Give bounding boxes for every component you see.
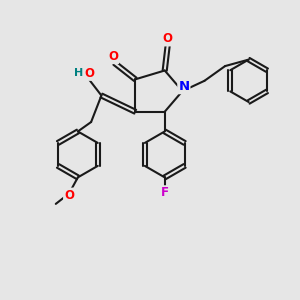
Text: O: O: [108, 50, 118, 63]
Text: H: H: [74, 68, 83, 78]
Text: O: O: [163, 32, 173, 46]
Text: O: O: [85, 67, 94, 80]
Text: F: F: [161, 186, 169, 199]
Text: N: N: [178, 80, 189, 93]
Text: O: O: [64, 188, 74, 202]
